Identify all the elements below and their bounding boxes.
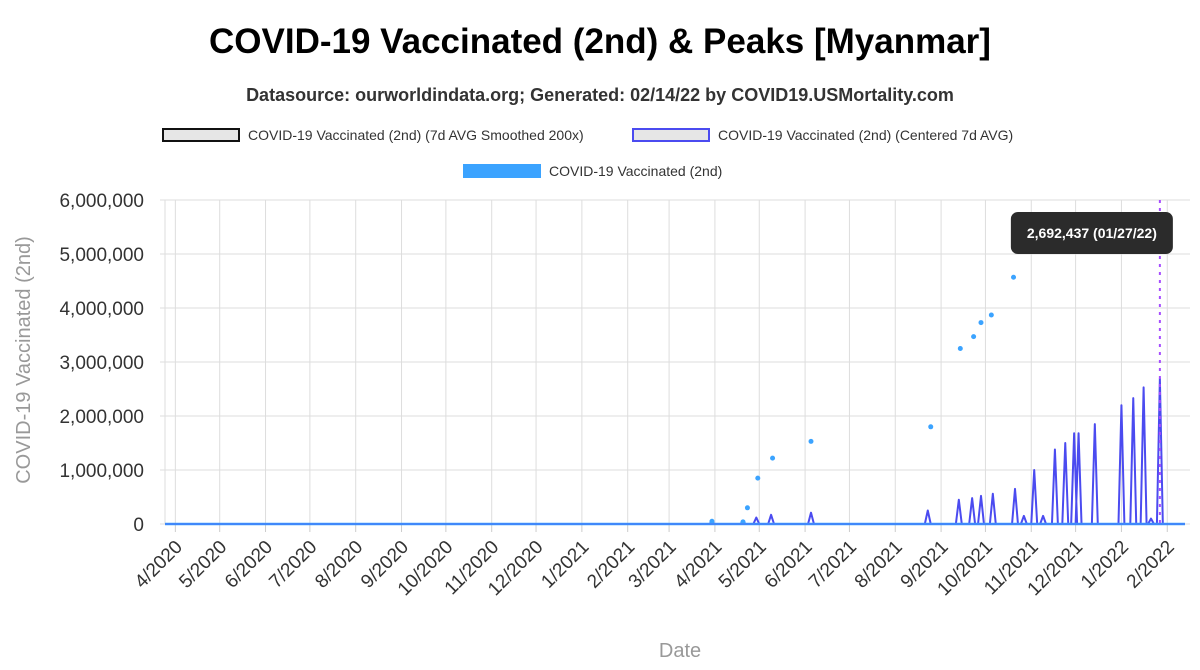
y-tick-label: 1,000,000	[59, 461, 144, 482]
y-axis-ticks: 0 1,000,000 2,000,000 3,000,000 4,000,000 5,0…	[59, 191, 144, 536]
daily-point	[744, 505, 750, 511]
legend-item-centered-avg[interactable]: COVID-19 Vaccinated (2nd) (Centered 7d A…	[632, 127, 1013, 143]
tooltip-box	[1010, 212, 1173, 254]
daily-point	[988, 312, 994, 318]
daily-point	[957, 346, 963, 351]
y-tick-label: 0	[133, 515, 144, 536]
daily-point	[740, 519, 746, 525]
daily-point	[928, 424, 934, 430]
daily-point	[755, 475, 761, 481]
y-tick-label: 6,000,000	[59, 191, 144, 212]
y-tick-label: 2,000,000	[59, 407, 144, 428]
x-tick-label: 3/2021	[625, 537, 681, 593]
daily-point	[1011, 274, 1017, 280]
x-axis-title: Date	[659, 640, 701, 662]
legend-label-centered-avg: COVID-19 Vaccinated (2nd) (Centered 7d A…	[718, 127, 1014, 143]
legend-swatch-centered-avg	[632, 128, 710, 142]
y-tick-label: 4,000,000	[59, 299, 144, 320]
x-axis-ticks: 4/20205/20206/20207/20208/20209/202010/2…	[131, 524, 1179, 600]
chart-subtitle: Datasource: ourworldindata.org; Generate…	[246, 85, 954, 105]
daily-point	[978, 320, 984, 326]
daily-point	[971, 334, 977, 340]
x-tick-label: 7/2020	[265, 537, 321, 593]
x-tick-label: 8/2020	[311, 537, 367, 593]
daily-point	[709, 518, 715, 524]
x-tick-label: 5/2021	[715, 537, 771, 593]
x-tick-label: 7/2021	[805, 537, 861, 593]
x-tick-label: 4/2020	[131, 537, 187, 593]
daily-point	[770, 455, 776, 461]
x-tick-label: 4/2021	[670, 537, 726, 593]
daily-point	[808, 438, 814, 444]
y-tick-label: 3,000,000	[59, 353, 144, 374]
legend-swatch-daily	[463, 164, 541, 178]
x-tick-label: 5/2020	[175, 537, 231, 593]
y-tick-label: 5,000,000	[59, 245, 144, 266]
centered-avg-line	[165, 377, 1185, 525]
legend-item-daily[interactable]: COVID-19 Vaccinated (2nd)	[463, 163, 722, 179]
x-tick-label: 1/2022	[1077, 537, 1133, 593]
x-tick-label: 8/2021	[851, 537, 907, 593]
y-axis-title: COVID-19 Vaccinated (2nd)	[13, 236, 35, 484]
peak-tooltip: 2,692,437 (01/27/22)	[1010, 212, 1173, 254]
legend-item-smoothed[interactable]: COVID-19 Vaccinated (2nd) (7d AVG Smooth…	[162, 127, 584, 143]
x-tick-label: 2/2022	[1123, 537, 1179, 593]
series-daily	[165, 274, 1185, 526]
x-tick-label: 6/2020	[221, 537, 277, 593]
x-tick-label: 6/2021	[761, 537, 817, 593]
legend-label-smoothed: COVID-19 Vaccinated (2nd) (7d AVG Smooth…	[248, 127, 584, 143]
chart-title: COVID-19 Vaccinated (2nd) & Peaks [Myanm…	[209, 22, 991, 61]
x-tick-label: 1/2021	[537, 537, 593, 593]
legend-swatch-smoothed	[162, 128, 240, 142]
legend-label-daily: COVID-19 Vaccinated (2nd)	[549, 163, 723, 179]
tooltip-text: 2,692,437 (01/27/22)	[1027, 225, 1157, 241]
series-centered-avg	[165, 377, 1185, 525]
